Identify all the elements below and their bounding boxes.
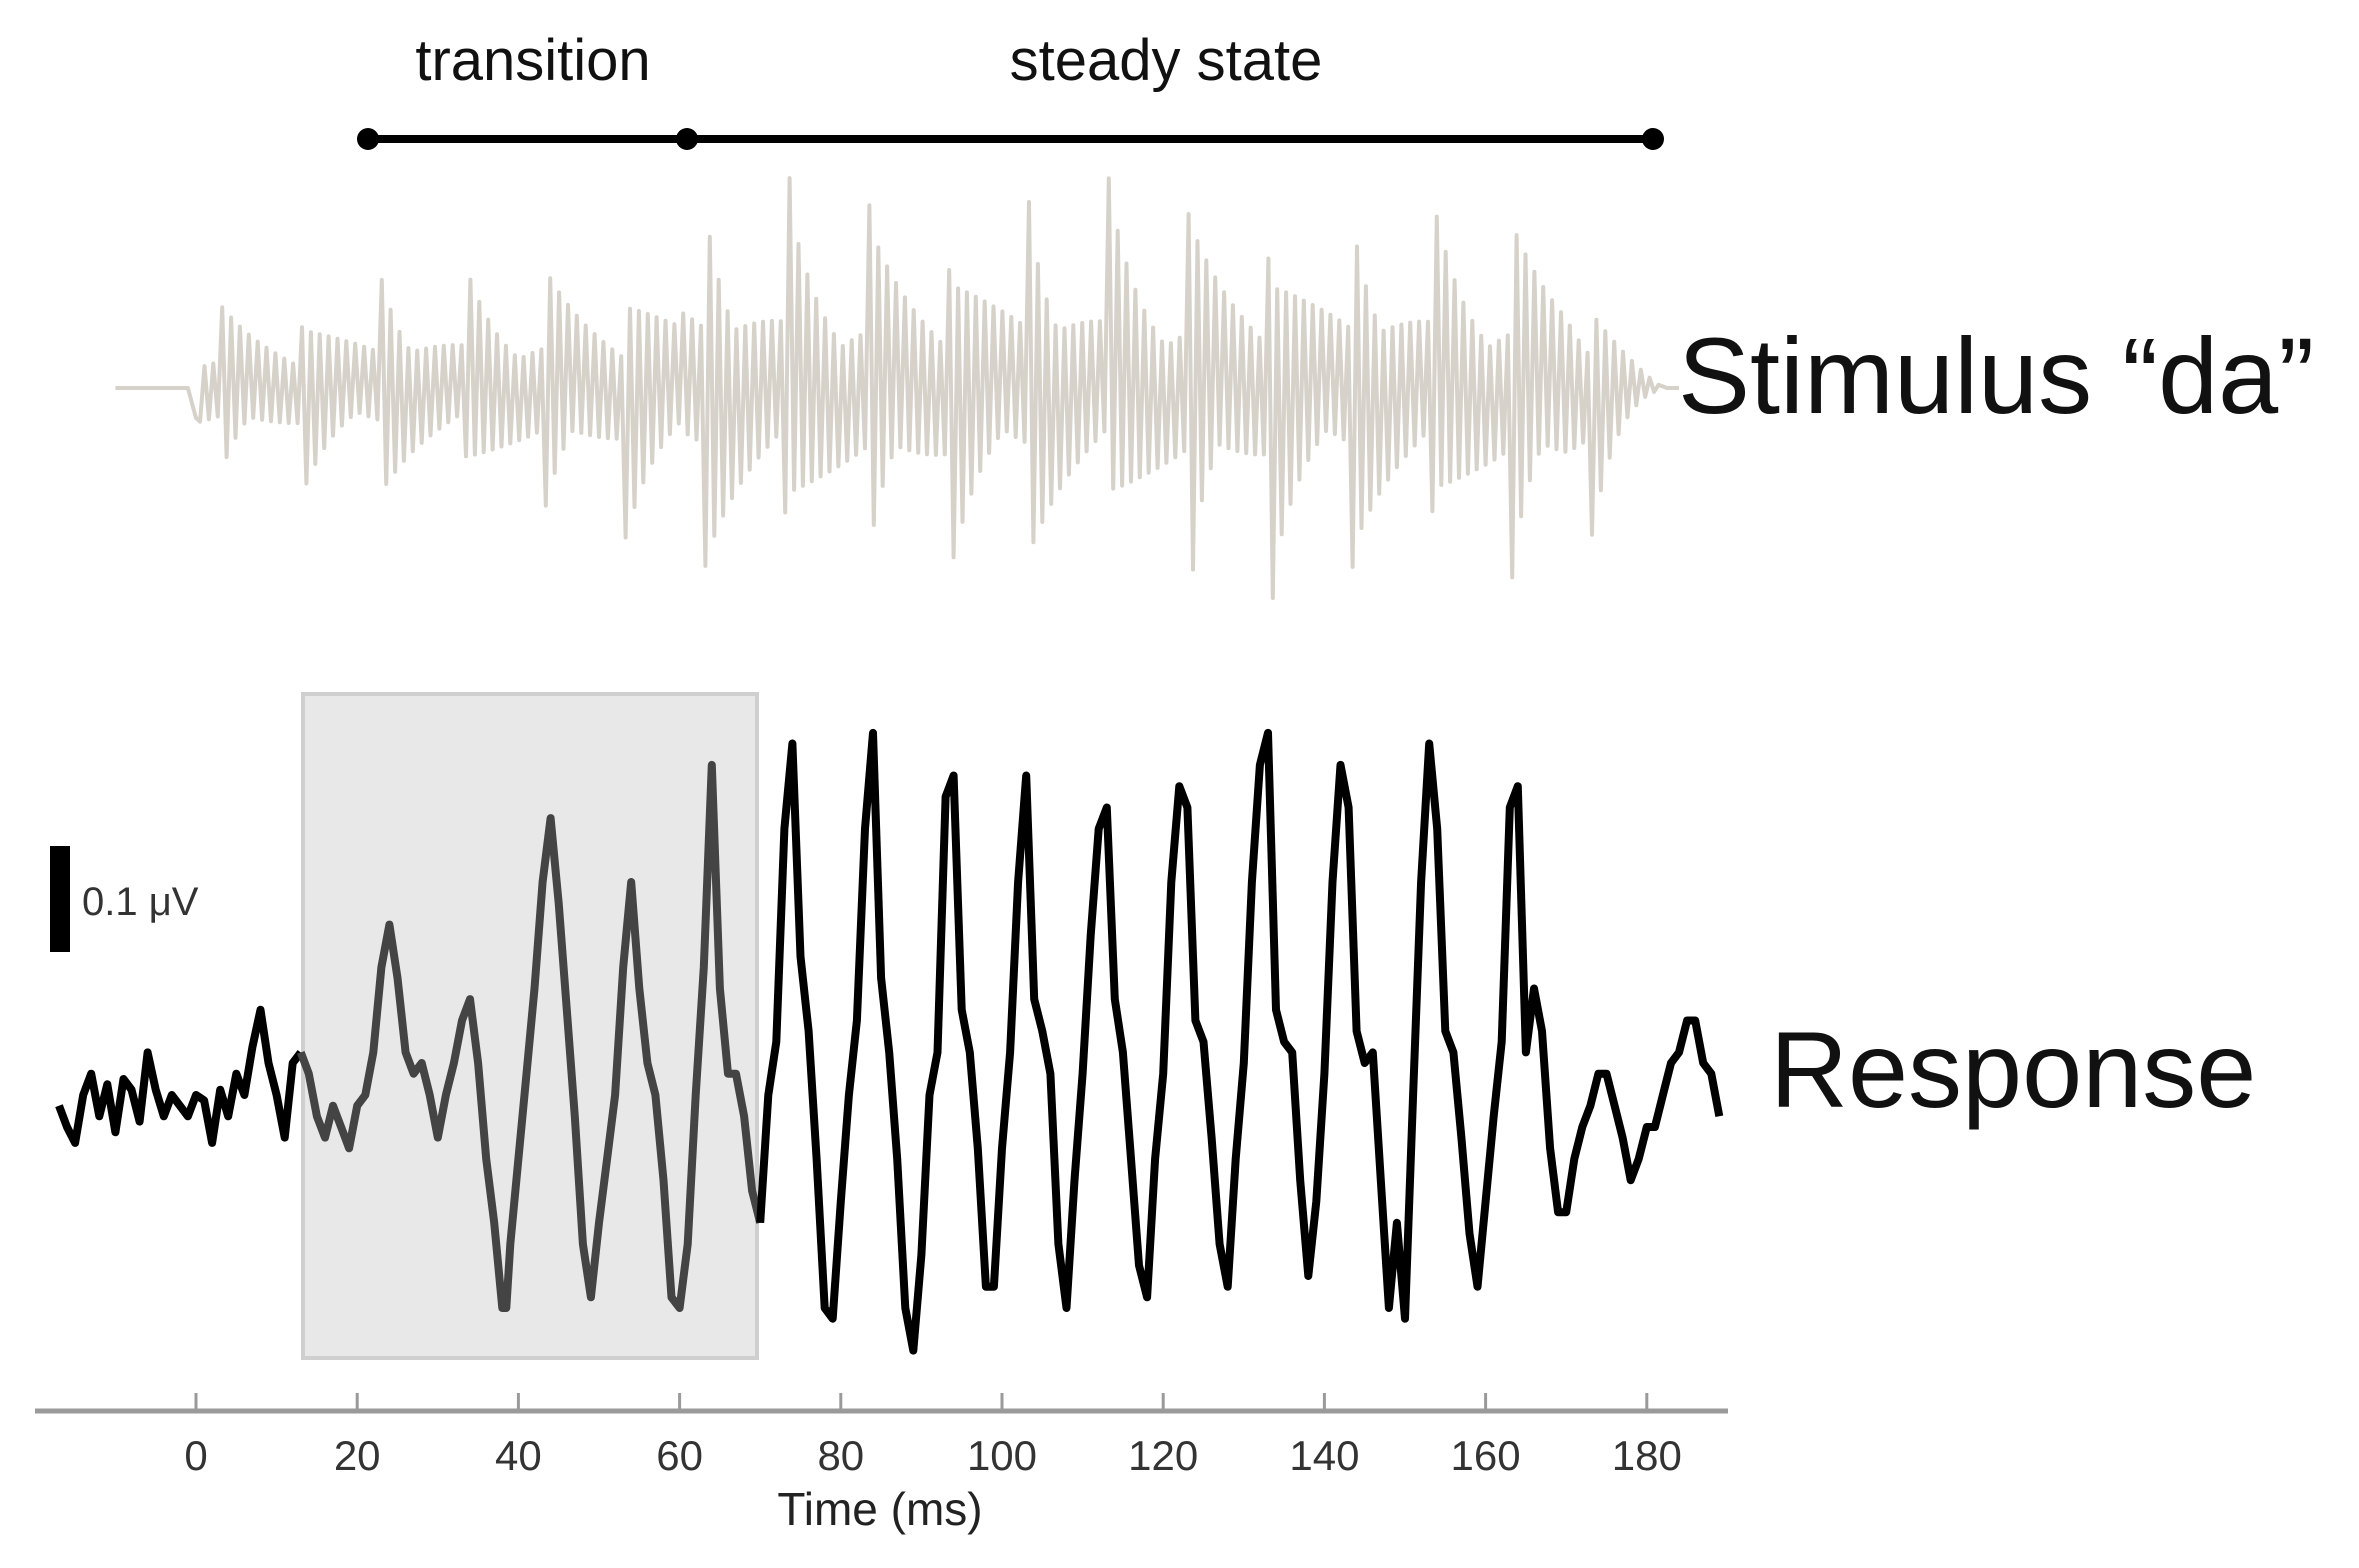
bracket-start-dot <box>357 128 379 150</box>
response-trace <box>756 728 1724 1355</box>
x-tick-label: 60 <box>656 1432 703 1479</box>
x-tick-label: 20 <box>334 1432 381 1479</box>
x-tick-label: 40 <box>495 1432 542 1479</box>
stimulus-waveform <box>115 176 1679 600</box>
stimulus-label: Stimulus “da” <box>1678 315 2314 436</box>
response-trace <box>55 1005 304 1147</box>
x-axis-title: Time (ms) <box>777 1483 982 1535</box>
x-tick-label: 80 <box>817 1432 864 1479</box>
x-axis: 0 20 40 60 80 100 120 140 160 180 <box>35 1393 1728 1479</box>
stimulus-trace <box>115 176 1679 600</box>
x-tick-label: 100 <box>967 1432 1037 1479</box>
bracket-end-dot <box>1642 128 1664 150</box>
x-tick-label: 160 <box>1451 1432 1521 1479</box>
response-label: Response <box>1770 1009 2256 1130</box>
bracket-mid-dot <box>676 128 698 150</box>
transition-label: transition <box>415 28 650 93</box>
response-trace <box>297 760 765 1312</box>
x-tick-label: 140 <box>1289 1432 1359 1479</box>
segment-bracket: transition steady state <box>357 28 1664 150</box>
x-tick-label: 120 <box>1128 1432 1198 1479</box>
scale-bar-line <box>50 846 70 952</box>
response-waveform <box>55 728 1724 1355</box>
x-tick-label: 180 <box>1612 1432 1682 1479</box>
scale-bar-label: 0.1 μV <box>82 880 199 924</box>
x-tick-label: 0 <box>184 1432 207 1479</box>
steady-state-label: steady state <box>1010 28 1323 93</box>
scale-bar: 0.1 μV <box>50 846 199 952</box>
